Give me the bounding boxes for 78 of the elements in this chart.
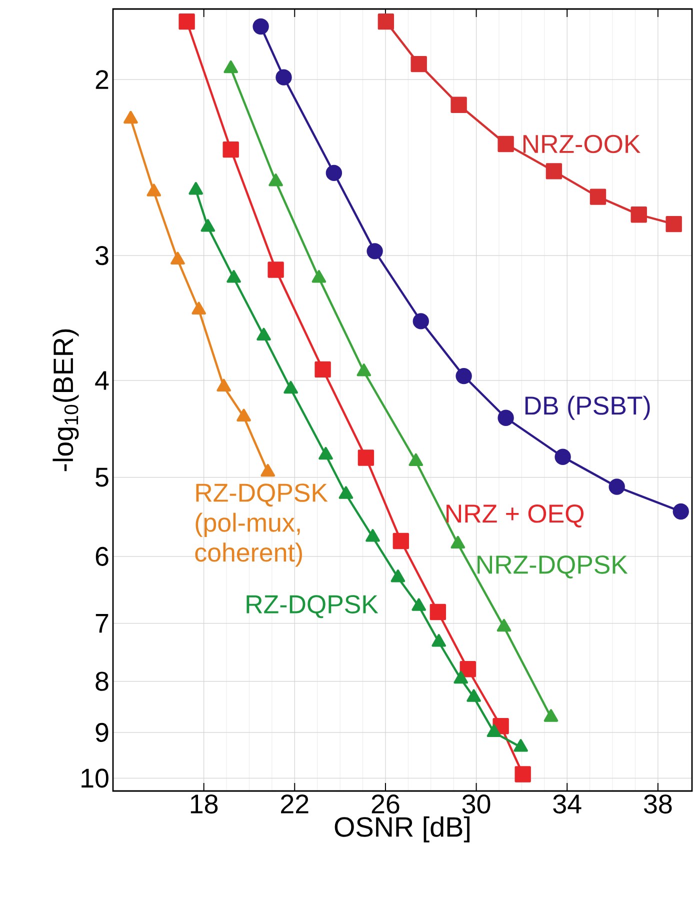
point	[666, 216, 682, 232]
series-label: DB (PSBT)	[525, 396, 650, 420]
point	[546, 163, 562, 180]
point	[236, 408, 251, 422]
point	[366, 529, 380, 542]
point	[252, 18, 269, 35]
point	[222, 141, 239, 158]
point	[450, 536, 466, 549]
x-axis-title: OSNR [dB]	[334, 816, 470, 842]
y-axis-title: -log$_{10}$(BER)	[52, 329, 79, 472]
y-tick-label: 10	[82, 768, 108, 788]
point	[408, 453, 424, 466]
point	[496, 618, 512, 632]
point	[450, 96, 467, 113]
point	[390, 570, 406, 582]
point	[410, 56, 427, 72]
point	[412, 313, 429, 330]
point	[544, 709, 558, 722]
point	[312, 270, 326, 283]
point	[392, 532, 410, 550]
point	[224, 60, 238, 74]
point	[260, 464, 276, 477]
point	[498, 410, 514, 426]
point	[430, 604, 446, 620]
point	[268, 262, 284, 278]
point	[326, 164, 342, 182]
point	[412, 598, 426, 611]
y-tick-label: 4	[95, 371, 109, 390]
point	[124, 110, 138, 124]
point	[554, 448, 571, 465]
point	[146, 184, 162, 196]
x-tick-label: 30	[462, 794, 490, 814]
x-tick-label: 18	[190, 794, 218, 814]
point	[314, 361, 331, 378]
y-tick-label: 7	[96, 614, 108, 633]
point	[188, 182, 204, 195]
point	[486, 724, 502, 738]
x-tick-label: 34	[553, 794, 582, 814]
point	[284, 380, 298, 394]
point	[498, 136, 514, 152]
y-tick-label: 5	[96, 468, 108, 487]
series-label: NRZ + OEQ	[446, 504, 584, 528]
point	[200, 219, 216, 232]
y-tick-label: 6	[96, 546, 108, 566]
x-tick-label: 38	[644, 794, 672, 814]
point	[178, 13, 195, 30]
point	[630, 206, 647, 223]
point	[608, 478, 625, 495]
point	[216, 378, 231, 392]
point	[268, 174, 283, 186]
series-label: NRZ-DQPSK	[478, 555, 628, 578]
point	[356, 364, 372, 376]
point	[590, 188, 606, 205]
point	[454, 670, 468, 684]
series-label: RZ-DQPSK	[246, 595, 378, 618]
point	[170, 252, 185, 264]
y-tick-label: 9	[96, 722, 108, 742]
point	[276, 69, 292, 86]
point	[358, 450, 374, 466]
x-tick-label: 26	[372, 794, 400, 814]
point	[432, 634, 446, 647]
point	[338, 486, 354, 499]
x-tick-label: 22	[281, 794, 308, 814]
point	[378, 13, 394, 30]
point	[366, 243, 383, 260]
series-label: NRZ-OOK	[523, 134, 640, 154]
point	[226, 270, 241, 283]
point	[318, 446, 333, 460]
point	[672, 503, 689, 520]
point	[256, 328, 271, 340]
point	[514, 739, 528, 752]
y-tick-label: 2	[96, 70, 108, 89]
series-label: RZ-DQPSK (pol-mux, coherent)	[195, 484, 328, 567]
point	[456, 368, 472, 384]
y-tick-label: 8	[96, 672, 108, 691]
point	[192, 302, 206, 314]
y-tick-label: 3	[96, 246, 108, 266]
point	[466, 689, 481, 702]
